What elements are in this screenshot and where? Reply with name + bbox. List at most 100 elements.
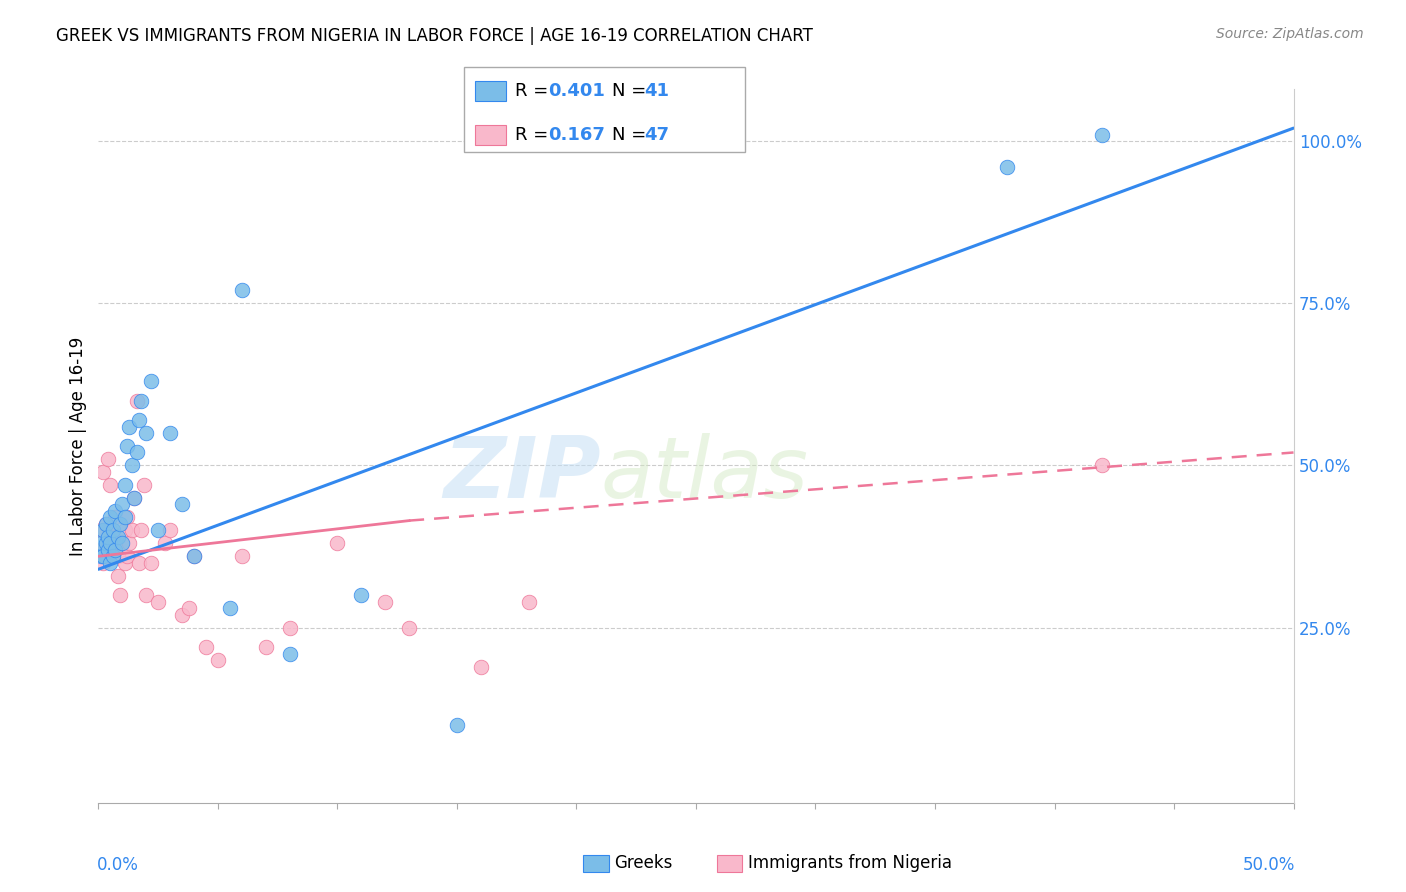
Point [101, 524, 124, 538]
Point [172, 497, 194, 511]
Point [470, 659, 492, 673]
Point [131, 524, 153, 538]
Text: 0.401: 0.401 [548, 82, 605, 100]
Text: 47: 47 [644, 126, 669, 144]
Text: GREEK VS IMMIGRANTS FROM NIGERIA IN LABOR FORCE | AGE 16-19 CORRELATION CHART: GREEK VS IMMIGRANTS FROM NIGERIA IN LABO… [56, 27, 813, 45]
Y-axis label: In Labor Force | Age 16-19: In Labor Force | Age 16-19 [69, 336, 87, 556]
Point [97, 542, 120, 557]
Point [139, 374, 162, 388]
Text: N =: N = [612, 82, 651, 100]
Text: N =: N = [612, 126, 651, 144]
Point [90, 549, 112, 564]
Point [132, 478, 155, 492]
Text: 0.167: 0.167 [548, 126, 605, 144]
Point [131, 393, 153, 408]
Point [155, 536, 177, 550]
Point [995, 160, 1018, 174]
Point [121, 458, 143, 473]
Point [254, 640, 277, 654]
Point [97, 530, 120, 544]
Text: R =: R = [515, 126, 554, 144]
Point [108, 588, 131, 602]
Point [97, 452, 120, 467]
Point [179, 601, 201, 615]
Point [1091, 458, 1114, 473]
Point [118, 419, 141, 434]
Text: atlas: atlas [600, 433, 808, 516]
Text: Greeks: Greeks [614, 855, 673, 872]
Point [148, 524, 170, 538]
Point [91, 549, 114, 564]
Point [398, 621, 420, 635]
Point [101, 549, 124, 564]
Point [517, 595, 540, 609]
Point [124, 491, 146, 505]
Point [115, 510, 138, 524]
Text: R =: R = [515, 82, 554, 100]
Point [183, 549, 205, 564]
Point [101, 530, 124, 544]
Point [183, 549, 205, 564]
Point [114, 510, 136, 524]
Point [111, 536, 134, 550]
Text: 0.0%: 0.0% [97, 856, 139, 874]
Point [104, 542, 127, 557]
Point [94, 536, 117, 550]
Point [124, 491, 146, 505]
Point [91, 465, 114, 479]
Point [207, 653, 229, 667]
Point [1091, 128, 1114, 142]
Point [107, 549, 129, 564]
Text: Immigrants from Nigeria: Immigrants from Nigeria [748, 855, 952, 872]
Point [350, 588, 373, 602]
Point [114, 524, 136, 538]
Point [91, 556, 114, 570]
Point [148, 595, 170, 609]
Point [115, 549, 138, 564]
Point [107, 568, 129, 582]
Text: ZIP: ZIP [443, 433, 600, 516]
Point [159, 425, 181, 440]
Point [135, 588, 157, 602]
Text: 50.0%: 50.0% [1243, 856, 1295, 874]
Point [278, 621, 301, 635]
Point [90, 536, 112, 550]
Point [115, 439, 138, 453]
Text: Source: ZipAtlas.com: Source: ZipAtlas.com [1216, 27, 1364, 41]
Point [278, 647, 301, 661]
Point [231, 549, 253, 564]
Point [108, 516, 131, 531]
Point [101, 549, 124, 564]
Point [98, 556, 122, 570]
Point [446, 718, 468, 732]
Point [128, 413, 150, 427]
Point [111, 536, 134, 550]
Point [114, 478, 136, 492]
Point [94, 516, 117, 531]
Point [90, 542, 112, 557]
Point [125, 393, 148, 408]
Point [94, 549, 117, 564]
Point [172, 607, 194, 622]
Point [98, 536, 122, 550]
Point [98, 524, 122, 538]
Text: 41: 41 [644, 82, 669, 100]
Point [91, 524, 114, 538]
Point [98, 478, 122, 492]
Point [111, 497, 134, 511]
Point [104, 510, 127, 524]
Point [231, 283, 253, 297]
Point [90, 524, 112, 538]
Point [104, 504, 127, 518]
Point [118, 536, 141, 550]
Point [107, 530, 129, 544]
Point [128, 556, 150, 570]
Point [194, 640, 218, 654]
Point [326, 536, 349, 550]
Point [121, 524, 143, 538]
Point [94, 516, 117, 531]
Point [135, 425, 157, 440]
Point [125, 445, 148, 459]
Point [97, 536, 120, 550]
Point [98, 510, 122, 524]
